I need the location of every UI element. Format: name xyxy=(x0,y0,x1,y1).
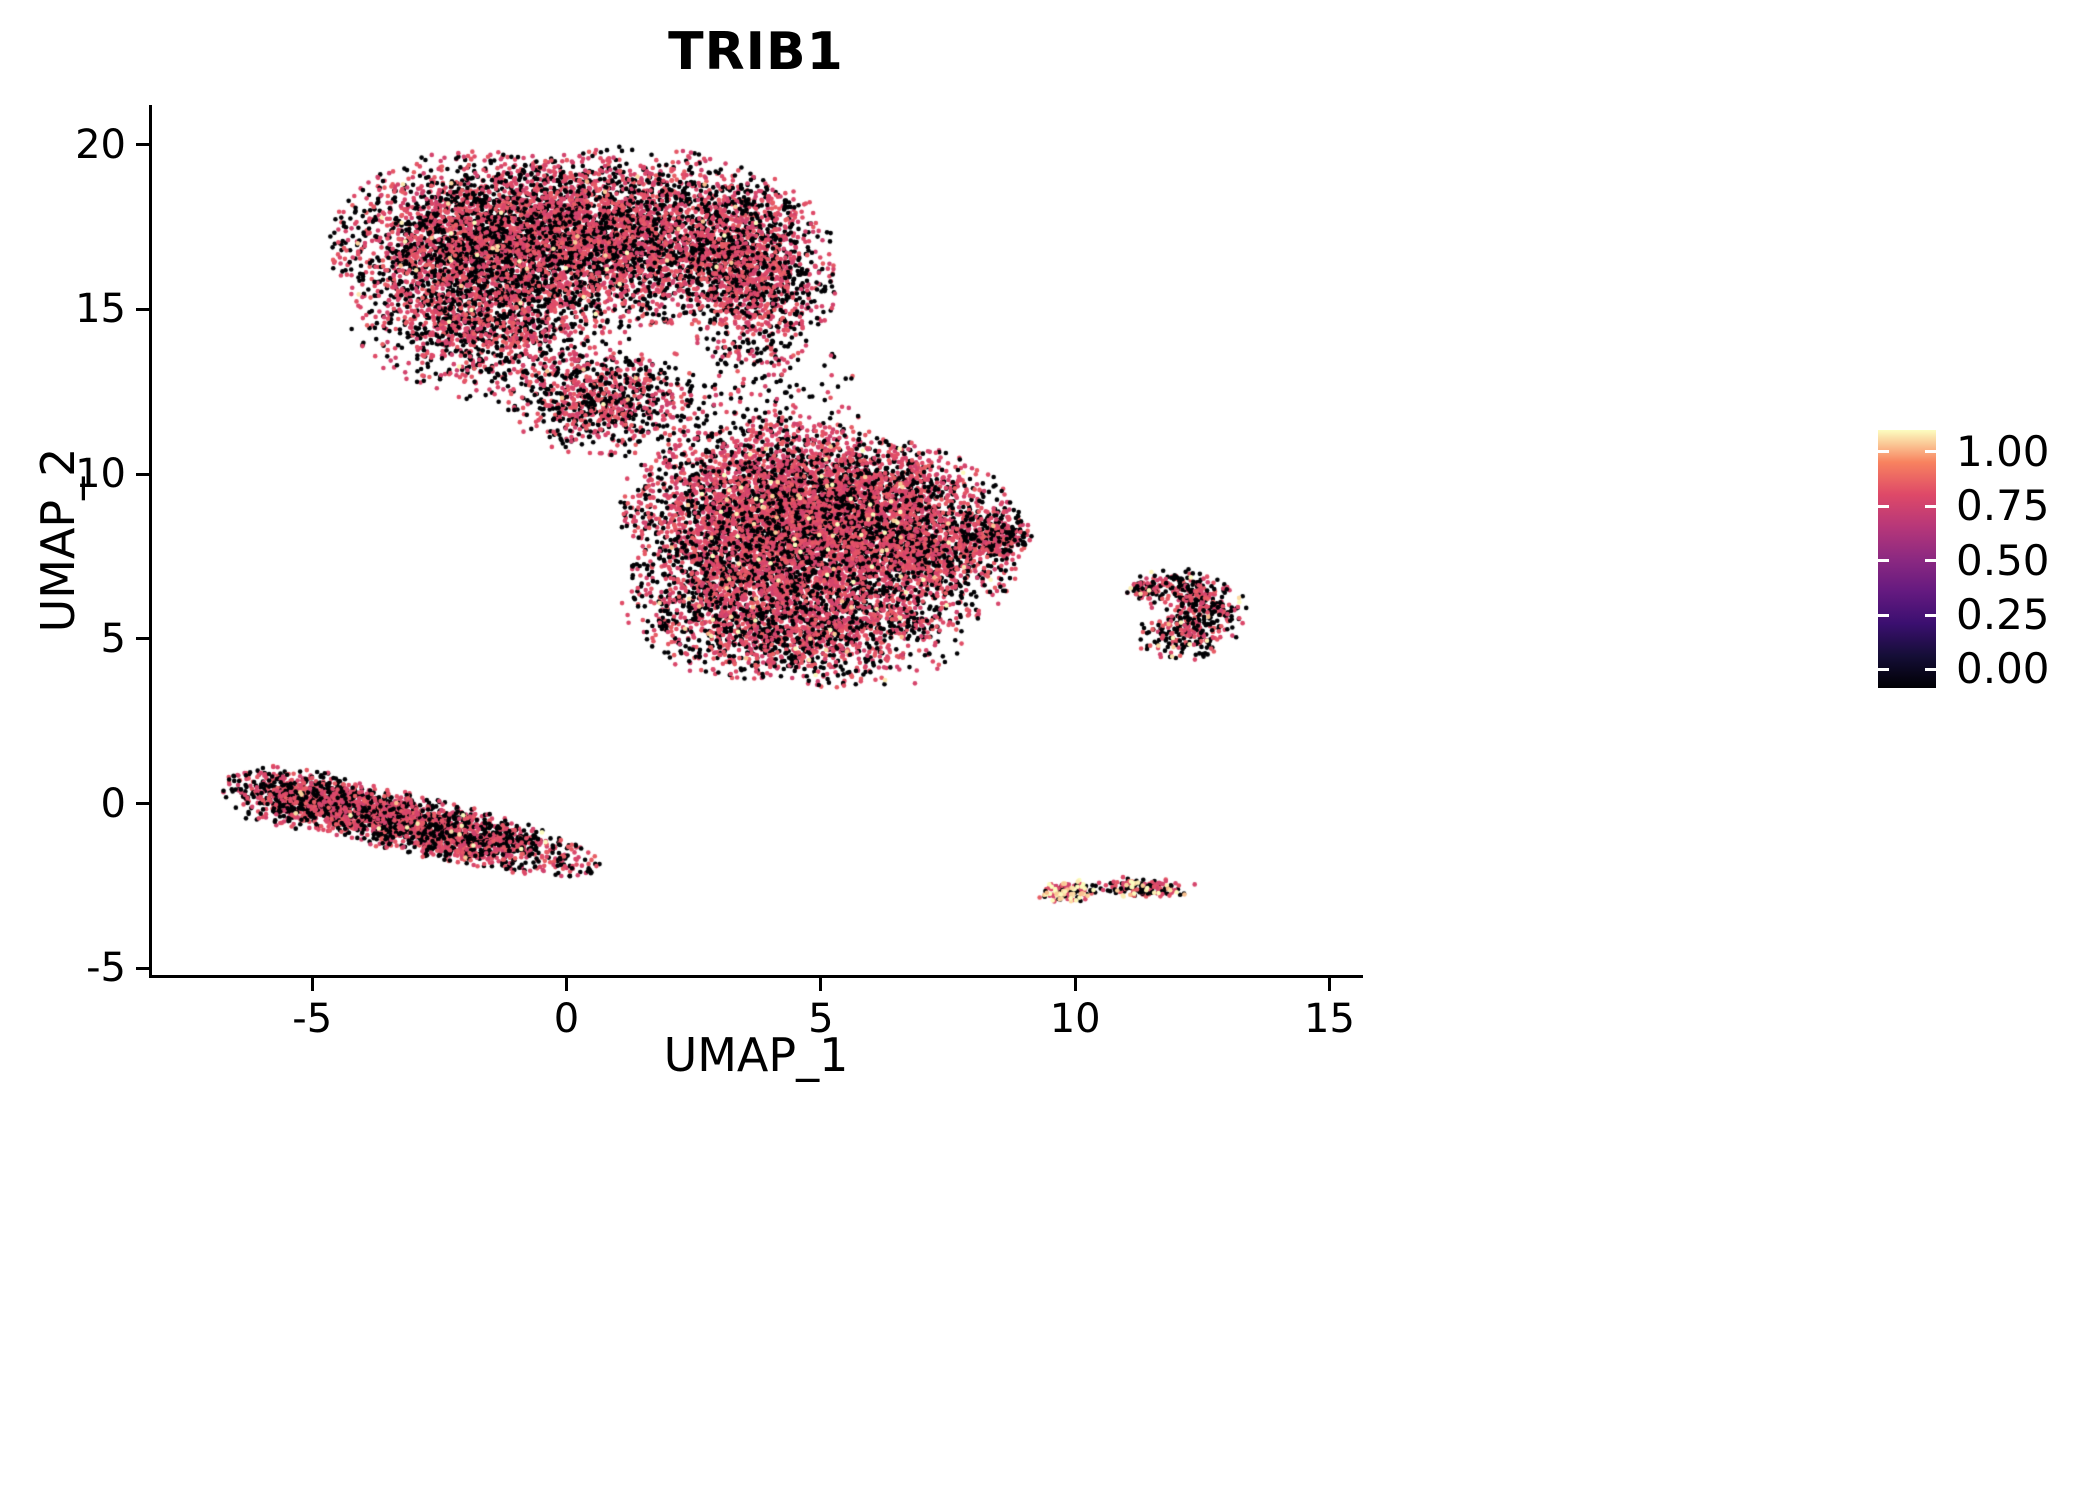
y-tick-mark xyxy=(136,472,149,476)
x-tick-label: 5 xyxy=(808,996,834,1042)
colorbar-tick-mark xyxy=(1878,559,1889,563)
x-tick-mark xyxy=(819,978,823,991)
y-tick-mark xyxy=(136,802,149,806)
colorbar-tick-label: 0.00 xyxy=(1956,644,2050,694)
colorbar-tick-label: 0.75 xyxy=(1956,481,2050,531)
y-tick-mark xyxy=(136,143,149,147)
x-axis-label: UMAP_1 xyxy=(663,1028,849,1082)
y-tick-label: 15 xyxy=(75,286,126,333)
y-tick-label: -5 xyxy=(86,945,126,992)
x-tick-label: 15 xyxy=(1304,996,1355,1042)
colorbar-tick-mark xyxy=(1878,613,1889,617)
colorbar-tick-mark xyxy=(1925,667,1936,671)
colorbar-tick-mark xyxy=(1878,667,1889,671)
colorbar-tick-mark xyxy=(1878,450,1889,454)
y-axis-line xyxy=(149,105,152,978)
x-tick-mark xyxy=(310,978,314,991)
y-tick-label: 20 xyxy=(75,121,126,168)
colorbar-gradient xyxy=(1878,430,1936,688)
colorbar-tick-mark xyxy=(1878,504,1889,508)
scatter-canvas xyxy=(152,105,1360,975)
y-tick-label: 10 xyxy=(75,451,126,498)
x-tick-mark xyxy=(1073,978,1077,991)
x-tick-label: 0 xyxy=(553,996,580,1042)
colorbar-tick-mark xyxy=(1925,559,1936,563)
y-tick-mark xyxy=(136,637,149,641)
y-tick-mark xyxy=(136,307,149,311)
x-tick-mark xyxy=(1327,978,1331,991)
colorbar-tick-label: 1.00 xyxy=(1956,426,2050,476)
x-tick-mark xyxy=(565,978,569,991)
x-tick-label: 10 xyxy=(1049,996,1101,1042)
chart-title: TRIB1 xyxy=(668,22,844,82)
y-tick-label: 0 xyxy=(100,780,126,827)
y-tick-label: 5 xyxy=(100,615,126,662)
colorbar-tick-mark xyxy=(1925,450,1936,454)
y-tick-mark xyxy=(136,966,149,970)
colorbar-tick-mark xyxy=(1925,504,1936,508)
x-axis-line xyxy=(149,975,1363,978)
x-tick-label: -5 xyxy=(292,996,333,1042)
colorbar-tick-label: 0.25 xyxy=(1956,590,2050,640)
colorbar-tick-mark xyxy=(1925,613,1936,617)
colorbar-tick-label: 0.50 xyxy=(1956,535,2050,585)
